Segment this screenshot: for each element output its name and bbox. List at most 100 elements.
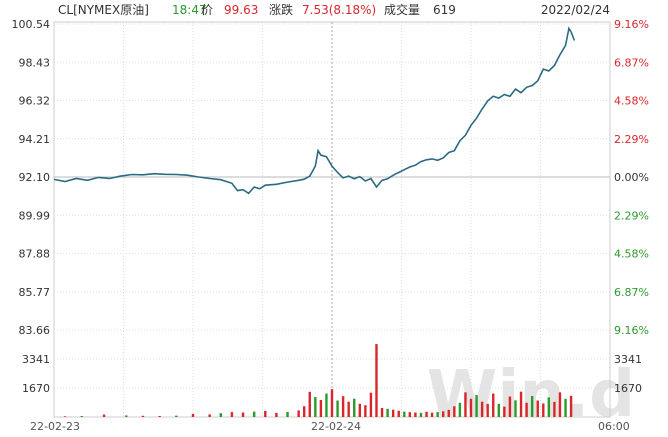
price-tick-label: 87.88: [19, 248, 51, 261]
volume-bars: [63, 344, 573, 417]
volume-axis: 3341 3341 1670 1670: [22, 353, 642, 395]
volume-bar: [347, 401, 350, 417]
volume-bar: [442, 411, 445, 417]
volume-value: 619: [433, 3, 456, 17]
volume-bar: [419, 412, 423, 417]
volume-bar: [191, 413, 195, 417]
volume-tick-label: 1670: [22, 382, 50, 395]
volume-bar: [308, 391, 311, 417]
volume-bar: [447, 409, 450, 417]
volume-bar: [542, 403, 545, 417]
volume-bar: [252, 411, 256, 417]
volume-bar: [514, 400, 517, 417]
watermark-logo: Win.d: [427, 358, 635, 432]
volume-bar: [286, 411, 289, 417]
volume-bar: [230, 412, 234, 417]
volume-bar: [486, 403, 489, 417]
volume-bar: [125, 415, 128, 417]
volume-bar: [469, 398, 473, 417]
volume-tick-label-right: 1670: [614, 382, 642, 395]
chart-header: CL[NYMEX原油] 18:47 价 99.63 涨跌 7.53(8.18%)…: [58, 2, 610, 17]
volume-bar: [547, 397, 551, 417]
price-tick-label: 100.54: [12, 18, 51, 31]
percent-axis: 9.16% 6.87% 4.58% 2.29% 0.00% 2.29% 4.58% 6.87%…: [614, 18, 649, 337]
volume-bar: [453, 406, 456, 417]
volume-bar: [336, 400, 339, 417]
volume-bar: [425, 411, 428, 417]
volume-bar: [519, 391, 523, 417]
volume-bar: [158, 415, 161, 417]
instrument-symbol: CL[NYMEX原油]: [58, 3, 149, 17]
volume-bar: [325, 393, 328, 417]
volume-bar: [414, 412, 417, 417]
volume-bar: [63, 416, 67, 417]
volume-bar: [80, 415, 83, 417]
percent-tick-label: 2.29%: [614, 133, 649, 146]
percent-tick-label: 4.58%: [614, 95, 649, 108]
volume-bar: [275, 412, 278, 417]
price-tick-label: 85.77: [19, 286, 51, 299]
volume-bar: [492, 393, 495, 417]
volume-bar: [530, 395, 534, 417]
change-label: 涨跌: [269, 2, 293, 17]
volume-bar: [175, 415, 178, 417]
volume-bar: [358, 403, 361, 417]
volume-bar: [569, 395, 573, 417]
price-label: 价: [201, 3, 213, 17]
volume-bar: [391, 409, 395, 417]
volume-bar: [380, 407, 384, 417]
volume-bar: [241, 412, 245, 417]
percent-tick-label: 9.16%: [614, 324, 649, 337]
volume-bar: [369, 392, 373, 417]
volume-bar: [508, 396, 512, 417]
volume-bar: [436, 412, 439, 417]
volume-bar: [314, 397, 317, 417]
volume-bar: [464, 392, 467, 417]
percent-tick-label: 0.00%: [614, 171, 649, 184]
volume-bar: [341, 396, 345, 417]
volume-bar: [386, 408, 389, 417]
price-tick-label: 94.21: [19, 133, 51, 146]
volume-bar: [458, 402, 462, 417]
volume-bar: [397, 410, 400, 417]
volume-bar: [525, 402, 528, 417]
time-tick-label: 06:00: [598, 420, 630, 433]
time-tick-label: 22-02-23: [30, 420, 80, 433]
volume-bar: [553, 401, 556, 417]
price-axis: 100.54 98.43 96.32 94.21 92.10 89.99 87.88 85.7…: [12, 18, 51, 337]
volume-bar: [536, 400, 539, 417]
volume-bar: [403, 411, 406, 417]
time-axis: 22-02-23 22-02-24 06:00: [30, 420, 630, 433]
price-line: [53, 26, 576, 195]
percent-tick-label: 4.58%: [614, 248, 649, 261]
percent-tick-label: 6.87%: [614, 56, 649, 69]
volume-tick-label-right: 3341: [614, 353, 642, 366]
price-tick-label: 98.43: [19, 56, 51, 69]
percent-tick-label: 9.16%: [614, 18, 649, 31]
volume-bar: [364, 405, 367, 417]
last-price: 99.63: [224, 3, 258, 17]
trade-date: 2022/02/24: [541, 3, 610, 17]
volume-bar: [480, 401, 484, 417]
volume-bar: [564, 398, 567, 417]
volume-tick-label: 3341: [22, 353, 50, 366]
volume-bar: [475, 395, 478, 417]
volume-bar: [297, 410, 300, 417]
volume-bar: [558, 392, 562, 417]
volume-bar: [319, 399, 323, 417]
volume-bar: [330, 389, 334, 417]
price-tick-label: 96.32: [19, 95, 51, 108]
volume-bar: [141, 415, 145, 417]
volume-bar: [219, 413, 222, 417]
volume-bar: [208, 414, 211, 417]
volume-bar: [102, 414, 106, 417]
price-tick-label: 92.10: [19, 171, 51, 184]
price-change: 7.53(8.18%): [302, 3, 376, 17]
volume-bar: [264, 410, 267, 417]
volume-bar: [353, 398, 356, 417]
volume-label: 成交量: [384, 2, 420, 17]
percent-tick-label: 6.87%: [614, 286, 649, 299]
volume-bar: [430, 412, 434, 417]
percent-tick-label: 2.29%: [614, 209, 649, 222]
